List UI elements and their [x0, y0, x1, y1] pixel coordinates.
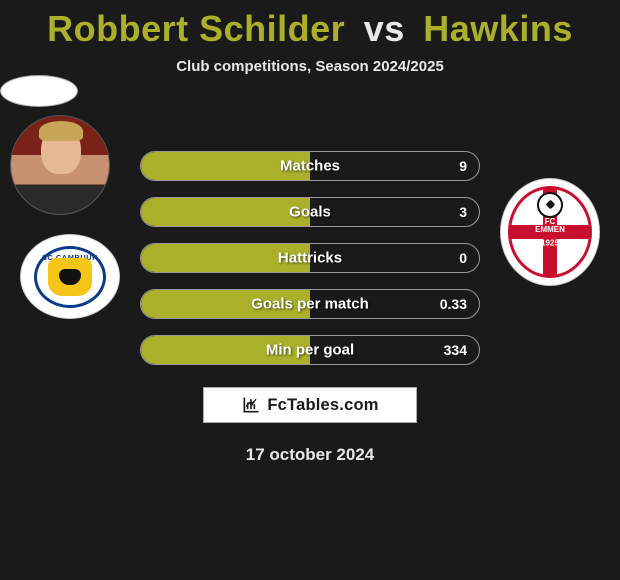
player2-avatar: [0, 75, 78, 107]
stat-label: Goals: [289, 204, 331, 221]
stat-label: Min per goal: [266, 342, 354, 359]
date: 17 october 2024: [0, 445, 620, 465]
player1-avatar: [10, 115, 110, 215]
stat-value-right: 9: [459, 158, 467, 174]
club2-badge: FC EMMEN 1925: [500, 178, 600, 286]
page-title: Robbert Schilder vs Hawkins: [0, 0, 620, 50]
stat-value-right: 334: [444, 342, 467, 358]
club2-year: 1925: [541, 239, 559, 248]
stat-row: Goals per match 0.33: [140, 289, 480, 319]
stats-container: Matches 9 Goals 3 Hattricks 0 Goals per match 0…: [140, 151, 480, 365]
stat-row: Goals 3: [140, 197, 480, 227]
stat-value-right: 3: [459, 204, 467, 220]
stat-label: Goals per match: [251, 296, 369, 313]
club2-name: FC EMMEN: [529, 218, 571, 234]
stat-row: Min per goal 334: [140, 335, 480, 365]
stat-label: Matches: [280, 158, 340, 175]
stat-value-right: 0: [459, 250, 467, 266]
stat-fill-left: [141, 198, 310, 226]
stat-value-right: 0.33: [440, 296, 467, 312]
chart-icon: [241, 395, 261, 415]
club1-badge: SC CAMBUUR: [20, 234, 120, 319]
player1-name: Robbert Schilder: [47, 8, 345, 49]
stat-row: Hattricks 0: [140, 243, 480, 273]
vs-separator: vs: [364, 8, 405, 49]
brand-text: FcTables.com: [267, 396, 378, 415]
player2-name: Hawkins: [423, 8, 573, 49]
brand-attribution: FcTables.com: [203, 387, 417, 423]
stat-label: Hattricks: [278, 250, 342, 267]
subtitle: Club competitions, Season 2024/2025: [0, 58, 620, 75]
stat-row: Matches 9: [140, 151, 480, 181]
